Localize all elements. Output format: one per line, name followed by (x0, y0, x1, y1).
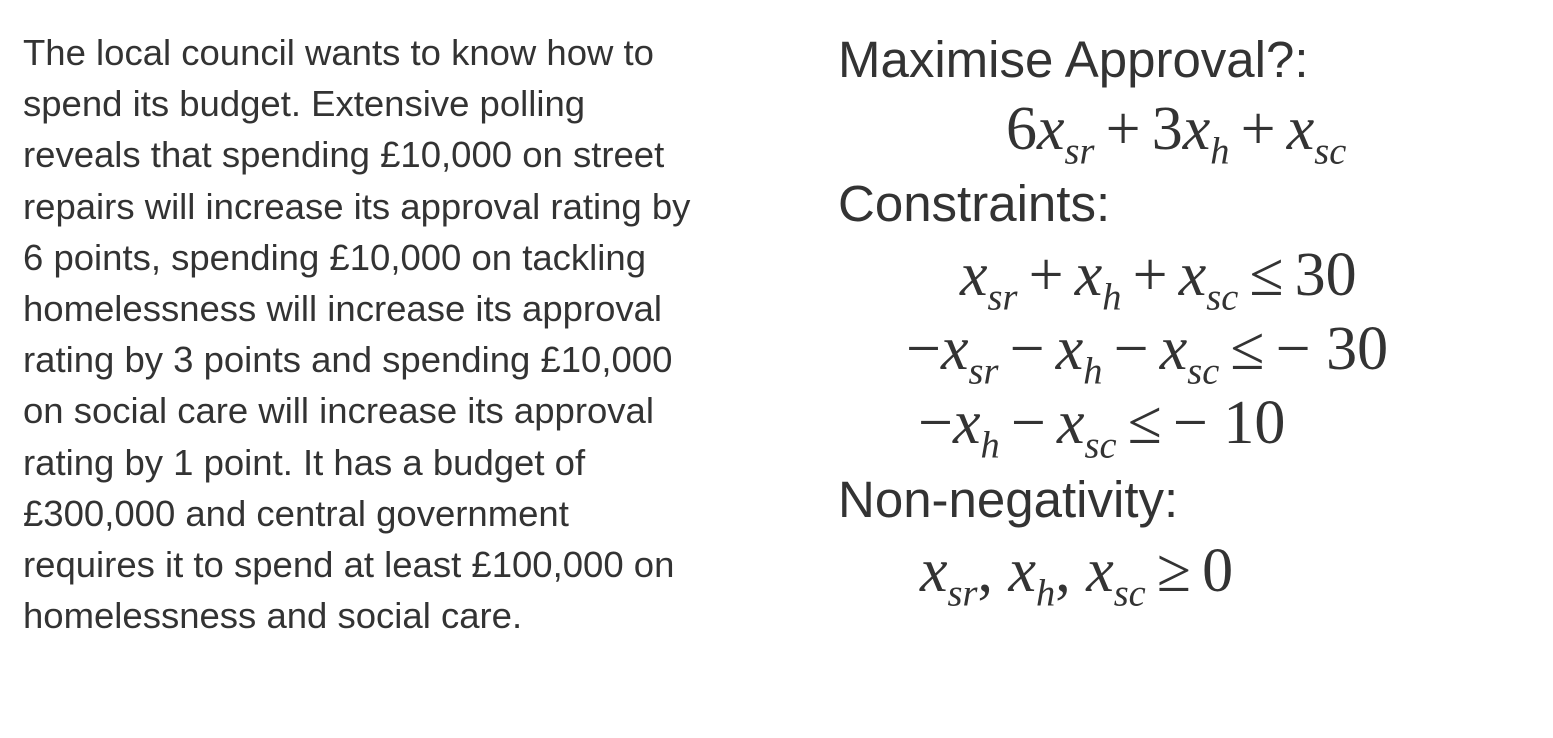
constraints-heading: Constraints: (838, 175, 1111, 232)
variable: x (940, 315, 969, 383)
variable: x (1008, 537, 1036, 605)
variable: x (1037, 95, 1065, 163)
problem-line: spend its budget. Extensive polling (23, 83, 586, 125)
rhs-value: − 30 (1275, 315, 1389, 383)
coefficient-h: 3 (1151, 95, 1183, 163)
leq-sign: ≤ (1230, 315, 1265, 383)
problem-line: requires it to spend at least £100,000 o… (23, 544, 675, 586)
variable: x (952, 389, 981, 457)
comma: , (1055, 537, 1071, 605)
plus-sign: + (1105, 95, 1141, 163)
variable: x (1286, 95, 1315, 163)
nonnegativity-constraint: xsr, xh, xsc ≥0 (920, 536, 1234, 613)
constraint-total-budget: xsr + xh + xsc ≤30 (960, 240, 1357, 317)
subscript-sr: sr (987, 276, 1018, 319)
minus-sign: − (1010, 389, 1046, 457)
coefficient-sr: 6 (1006, 95, 1037, 163)
comma: , (977, 537, 993, 605)
plus-sign: + (1240, 95, 1276, 163)
subscript-h: h (1102, 276, 1122, 319)
plus-sign: + (1132, 241, 1168, 309)
subscript-sc: sc (1206, 276, 1239, 319)
problem-statement: The local council wants to know how to s… (23, 27, 803, 641)
variable: x (1178, 241, 1207, 309)
rhs-value: − 10 (1172, 389, 1286, 457)
subscript-sc: sc (1314, 130, 1347, 173)
variable: x (920, 537, 948, 605)
nonnegativity-heading: Non-negativity: (838, 471, 1179, 528)
constraint-homelessness-socialcare: −xh − xsc ≤ − 10 (918, 388, 1286, 465)
rhs-value: 30 (1294, 241, 1357, 309)
subscript-h: h (1035, 572, 1056, 615)
plus-sign: + (1028, 241, 1064, 309)
minus-sign: − (1009, 315, 1045, 383)
subscript-h: h (1083, 350, 1103, 393)
problem-line: reveals that spending £10,000 on street (23, 134, 665, 176)
subscript-sr: sr (947, 572, 978, 615)
objective-function: 6xsr +3xh + xsc (1006, 94, 1346, 171)
variable: x (1074, 241, 1103, 309)
problem-line: homelessness and social care. (23, 595, 523, 637)
problem-line: homelessness will increase its approval (23, 288, 663, 330)
subscript-h: h (1210, 130, 1230, 173)
problem-line: rating by 3 points and spending £10,000 (23, 339, 673, 381)
minus-sign: − (918, 389, 953, 457)
subscript-sc: sc (1187, 350, 1220, 393)
geq-sign: ≥ (1156, 537, 1191, 605)
variable: x (1182, 95, 1211, 163)
subscript-sc: sc (1084, 424, 1117, 467)
minus-sign: − (906, 315, 941, 383)
variable: x (1159, 315, 1188, 383)
minus-sign: − (1113, 315, 1149, 383)
leq-sign: ≤ (1249, 241, 1284, 309)
problem-line: repairs will increase its approval ratin… (23, 185, 691, 227)
problem-line: 6 points, spending £10,000 on tackling (23, 236, 646, 278)
variable: x (960, 241, 988, 309)
objective-heading: Maximise Approval?: (838, 31, 1309, 88)
problem-line: £300,000 and central government (23, 492, 569, 534)
subscript-h: h (980, 424, 1000, 467)
subscript-sr: sr (968, 350, 999, 393)
problem-line: The local council wants to know how to (23, 32, 654, 73)
problem-line: on social care will increase its approva… (23, 390, 654, 432)
leq-sign: ≤ (1127, 389, 1162, 457)
variable: x (1086, 537, 1114, 605)
problem-line: rating by 1 point. It has a budget of (23, 441, 586, 483)
variable: x (1055, 315, 1084, 383)
subscript-sc: sc (1113, 572, 1146, 615)
rhs-value: 0 (1202, 537, 1234, 605)
subscript-sr: sr (1064, 130, 1095, 173)
variable: x (1057, 389, 1085, 457)
constraint-negated-budget: −xsr − xh − xsc ≤ − 30 (906, 314, 1389, 391)
